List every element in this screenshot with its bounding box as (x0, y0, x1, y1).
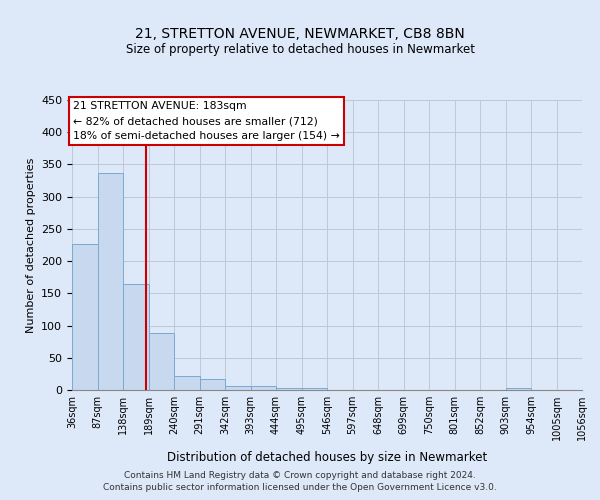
Text: 21 STRETTON AVENUE: 183sqm
← 82% of detached houses are smaller (712)
18% of sem: 21 STRETTON AVENUE: 183sqm ← 82% of deta… (73, 102, 340, 141)
X-axis label: Distribution of detached houses by size in Newmarket: Distribution of detached houses by size … (167, 452, 487, 464)
Bar (225, 386, 251, 390)
Text: Contains HM Land Registry data © Crown copyright and database right 2024.: Contains HM Land Registry data © Crown c… (124, 471, 476, 480)
Bar (72, 244, 97, 390)
Bar (276, 388, 302, 390)
Bar (505, 388, 531, 390)
Bar (251, 386, 276, 390)
Text: Contains public sector information licensed under the Open Government Licence v3: Contains public sector information licen… (103, 484, 497, 492)
Bar (123, 284, 149, 390)
Bar (97, 173, 123, 390)
Bar (199, 379, 225, 390)
Y-axis label: Number of detached properties: Number of detached properties (26, 158, 35, 332)
Text: Size of property relative to detached houses in Newmarket: Size of property relative to detached ho… (125, 42, 475, 56)
Bar (174, 376, 199, 390)
Text: 21, STRETTON AVENUE, NEWMARKET, CB8 8BN: 21, STRETTON AVENUE, NEWMARKET, CB8 8BN (135, 28, 465, 42)
Bar (302, 388, 327, 390)
Bar (149, 332, 174, 390)
